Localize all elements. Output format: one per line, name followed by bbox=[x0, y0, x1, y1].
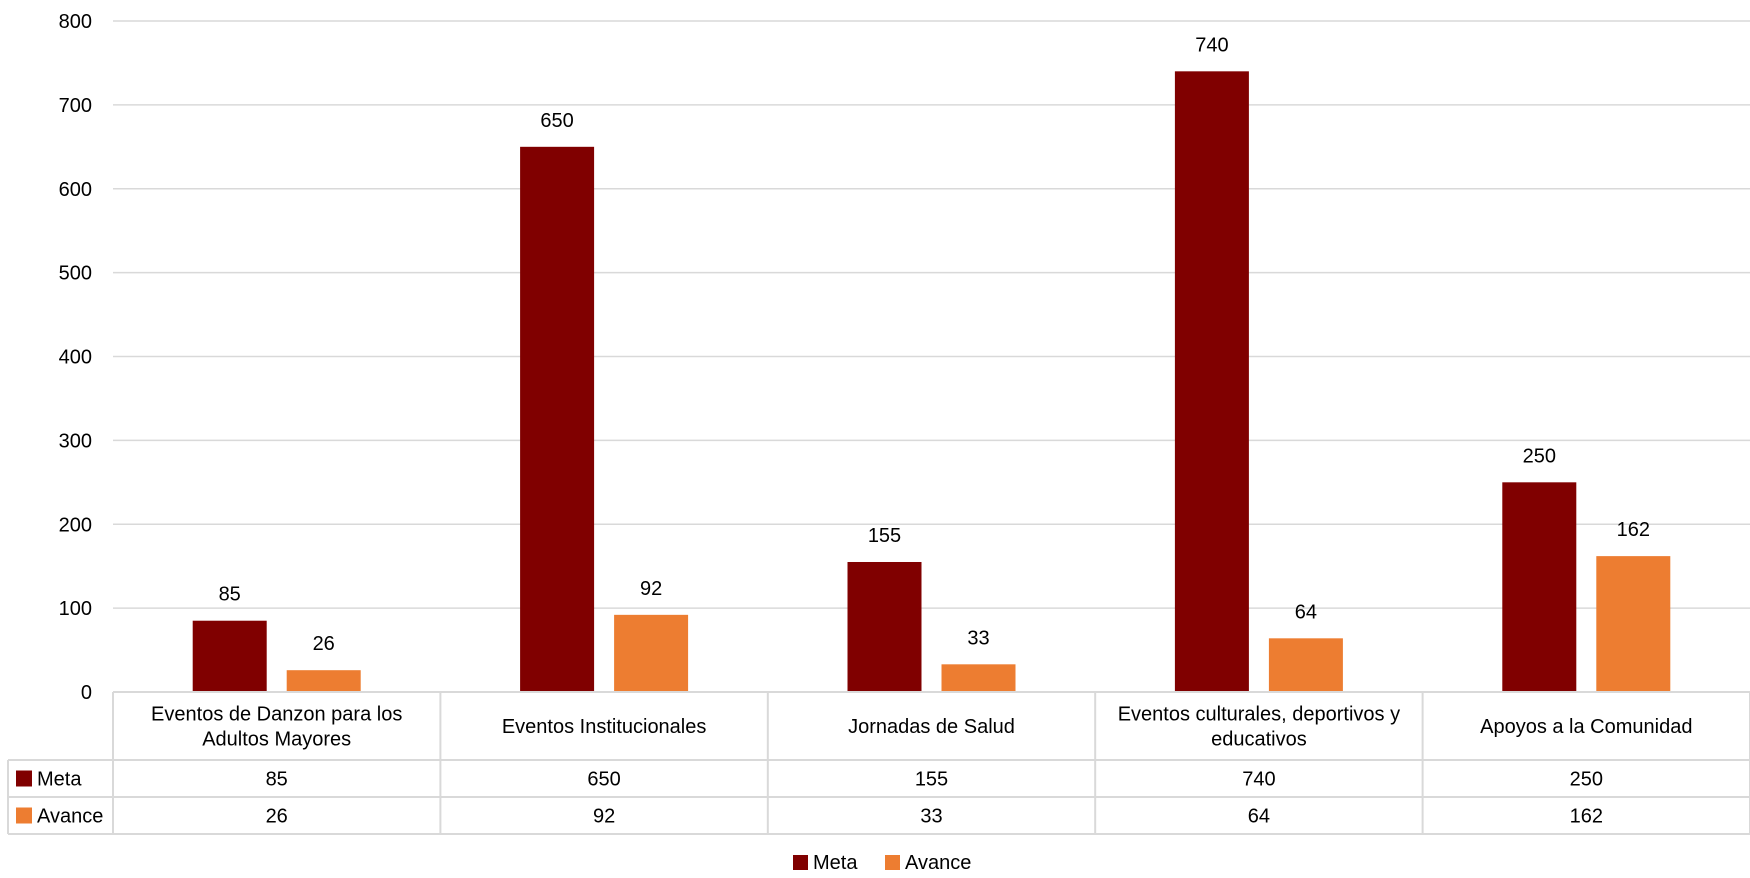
legend-label-avance: Avance bbox=[905, 852, 971, 874]
category-label: Eventos culturales, deportivos y bbox=[1118, 704, 1400, 726]
y-tick-label: 0 bbox=[81, 682, 92, 704]
category-label: Apoyos a la Comunidad bbox=[1480, 716, 1692, 738]
table-cell-avance: 26 bbox=[266, 806, 288, 828]
bar-meta-0 bbox=[192, 620, 267, 692]
gridlines bbox=[113, 20, 1750, 609]
avance-row-label: Avance bbox=[37, 806, 103, 828]
y-axis: 0 100 200 300 400 500 600 700 800 bbox=[59, 11, 92, 704]
y-tick-label: 100 bbox=[59, 598, 92, 620]
data-label-avance: 92 bbox=[640, 578, 662, 600]
avance-row-swatch bbox=[16, 807, 32, 824]
bar-avance-4 bbox=[1596, 556, 1671, 692]
data-label-meta: 740 bbox=[1195, 34, 1228, 56]
legend-label-meta: Meta bbox=[813, 852, 858, 874]
bar-meta-1 bbox=[520, 146, 595, 692]
bar-avance-3 bbox=[1268, 638, 1343, 692]
data-label-meta: 85 bbox=[219, 584, 241, 606]
meta-row-swatch bbox=[16, 770, 32, 787]
legend-swatch-avance bbox=[885, 855, 900, 870]
table-cell-avance: 64 bbox=[1248, 806, 1270, 828]
table-cell-avance: 33 bbox=[920, 806, 942, 828]
bars bbox=[192, 71, 1671, 692]
y-tick-label: 600 bbox=[59, 179, 92, 201]
table-cell-meta: 250 bbox=[1570, 769, 1603, 791]
data-table: Eventos de Danzon para los Adultos Mayore… bbox=[7, 691, 1750, 835]
table-cell-meta: 155 bbox=[915, 769, 948, 791]
bar-avance-2 bbox=[941, 664, 1016, 692]
data-label-avance: 33 bbox=[967, 627, 989, 649]
data-label-meta: 155 bbox=[868, 525, 901, 547]
category-label: Eventos de Danzon para los bbox=[151, 704, 402, 726]
y-tick-label: 300 bbox=[59, 430, 92, 452]
legend-swatch-meta bbox=[793, 855, 808, 870]
y-tick-label: 500 bbox=[59, 263, 92, 285]
data-label-avance: 64 bbox=[1295, 601, 1317, 623]
y-tick-label: 200 bbox=[59, 514, 92, 536]
bar-avance-0 bbox=[286, 670, 361, 692]
table-cell-avance: 92 bbox=[593, 806, 615, 828]
data-label-meta: 250 bbox=[1523, 445, 1556, 467]
data-label-avance: 162 bbox=[1617, 519, 1650, 541]
bar-meta-4 bbox=[1502, 482, 1577, 692]
bar-meta-3 bbox=[1174, 71, 1249, 692]
category-label: Eventos Institucionales bbox=[502, 716, 707, 738]
bar-meta-2 bbox=[847, 561, 922, 692]
table-cell-meta: 740 bbox=[1242, 769, 1275, 791]
data-label-meta: 650 bbox=[540, 110, 573, 132]
category-label: educativos bbox=[1211, 729, 1307, 751]
legend: Meta Avance bbox=[793, 852, 971, 874]
table-cell-meta: 650 bbox=[587, 769, 620, 791]
table-cell-avance: 162 bbox=[1570, 806, 1603, 828]
y-tick-label: 400 bbox=[59, 347, 92, 369]
meta-row-label: Meta bbox=[37, 769, 82, 791]
y-tick-label: 800 bbox=[59, 11, 92, 33]
data-labels: 85 650 155 740 250 26 92 33 64 162 bbox=[219, 34, 1650, 655]
bar-avance-1 bbox=[614, 614, 689, 692]
y-tick-label: 700 bbox=[59, 95, 92, 117]
category-label: Jornadas de Salud bbox=[848, 716, 1015, 738]
category-label: Adultos Mayores bbox=[202, 729, 351, 751]
table-cell-meta: 85 bbox=[266, 769, 288, 791]
data-label-avance: 26 bbox=[313, 633, 335, 655]
